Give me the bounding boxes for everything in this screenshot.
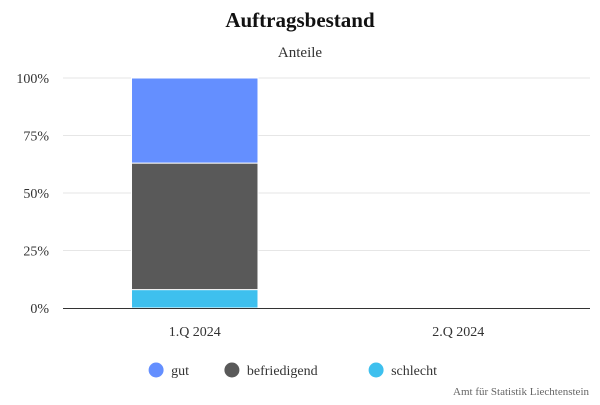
legend-marker xyxy=(148,362,164,378)
y-tick-label: 50% xyxy=(23,187,49,202)
legend-label: schlecht xyxy=(391,364,437,379)
y-tick-label: 75% xyxy=(23,130,49,145)
legend: gut befriedigend schlecht xyxy=(148,362,437,380)
legend-marker xyxy=(224,362,240,378)
legend-item-gut[interactable]: gut xyxy=(148,362,190,380)
credits: Amt für Statistik Liechtenstein xyxy=(453,386,589,398)
axis-layer: 0% 25% 50% 75% 100% 1.Q 2024 2.Q 2024 xyxy=(16,72,590,340)
legend-label: gut xyxy=(171,364,189,379)
y-tick-label: 0% xyxy=(30,302,49,317)
legend-label: befriedigend xyxy=(247,364,318,379)
bars-layer xyxy=(131,77,259,309)
bar-segment-schlecht[interactable] xyxy=(131,289,259,309)
y-tick-label: 25% xyxy=(23,245,49,260)
chart-subtitle: Anteile xyxy=(278,45,322,61)
legend-marker xyxy=(368,362,384,378)
legend-item-befriedigend[interactable]: befriedigend xyxy=(224,362,318,380)
x-tick-label: 1.Q 2024 xyxy=(169,325,221,340)
bar-segment-befriedigend[interactable] xyxy=(131,162,259,291)
chart-title: Auftragsbestand xyxy=(225,8,375,32)
legend-item-schlecht[interactable]: schlecht xyxy=(368,362,437,380)
bar-segment-gut[interactable] xyxy=(131,77,259,164)
x-tick-label: 2.Q 2024 xyxy=(432,325,484,340)
y-tick-label: 100% xyxy=(16,72,49,87)
